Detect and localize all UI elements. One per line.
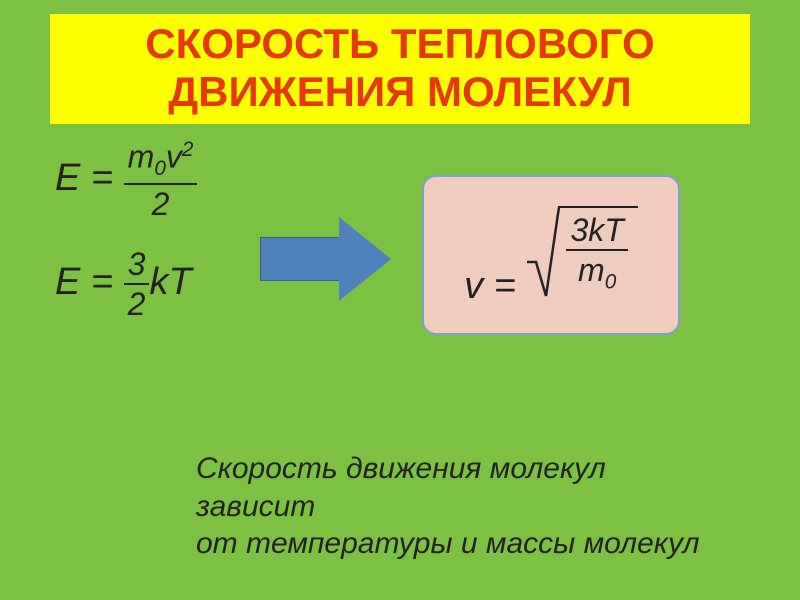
v-symbol: v bbox=[464, 265, 483, 307]
fraction-3kT-over-m0: 3kT m0 bbox=[566, 214, 627, 293]
caption-line-1: Скорость движения молекул bbox=[196, 452, 606, 485]
equals: = bbox=[80, 157, 123, 199]
formula-kinetic-energy: E = m0v2 2 bbox=[55, 140, 197, 220]
slide: СКОРОСТЬ ТЕПЛОВОГО ДВИЖЕНИЯ МОЛЕКУЛ E = … bbox=[0, 0, 800, 600]
numerator: 3kT bbox=[566, 214, 627, 251]
denominator: m0 bbox=[566, 251, 627, 293]
title-line-1: СКОРОСТЬ ТЕПЛОВОГО bbox=[145, 20, 654, 67]
formula-velocity: v = 3kT m0 bbox=[464, 206, 638, 305]
equals: = bbox=[483, 265, 526, 307]
sqrt: 3kT m0 bbox=[526, 206, 637, 298]
arrow-icon bbox=[260, 237, 340, 281]
denominator: 2 bbox=[124, 185, 198, 220]
denominator: 2 bbox=[124, 285, 150, 320]
slide-title: СКОРОСТЬ ТЕПЛОВОГО ДВИЖЕНИЯ МОЛЕКУЛ bbox=[50, 14, 750, 124]
arrow-head bbox=[339, 217, 391, 301]
title-line-2: ДВИЖЕНИЯ МОЛЕКУЛ bbox=[168, 68, 632, 115]
T-symbol: T bbox=[168, 261, 191, 303]
E-symbol: E bbox=[55, 261, 80, 303]
sqrt-icon bbox=[526, 206, 560, 298]
numerator: m0v2 bbox=[124, 140, 198, 185]
caption: Скорость движения молекул зависит от тем… bbox=[196, 450, 700, 563]
caption-line-3: от температуры и массы молекул bbox=[196, 527, 700, 560]
result-panel: v = 3kT m0 bbox=[422, 175, 680, 335]
formula-block: E = m0v2 2 E = 3 2 kT bbox=[55, 140, 197, 348]
caption-line-2: зависит bbox=[196, 490, 315, 523]
fraction-3-over-2: 3 2 bbox=[124, 248, 150, 320]
equals: = bbox=[80, 261, 123, 303]
E-symbol: E bbox=[55, 157, 80, 199]
k-symbol: k bbox=[149, 261, 168, 303]
numerator: 3 bbox=[124, 248, 150, 285]
arrow-body bbox=[260, 237, 340, 281]
fraction-mv2-over-2: m0v2 2 bbox=[124, 140, 198, 220]
formula-energy-kt: E = 3 2 kT bbox=[55, 248, 197, 320]
sqrt-argument: 3kT m0 bbox=[558, 206, 637, 298]
